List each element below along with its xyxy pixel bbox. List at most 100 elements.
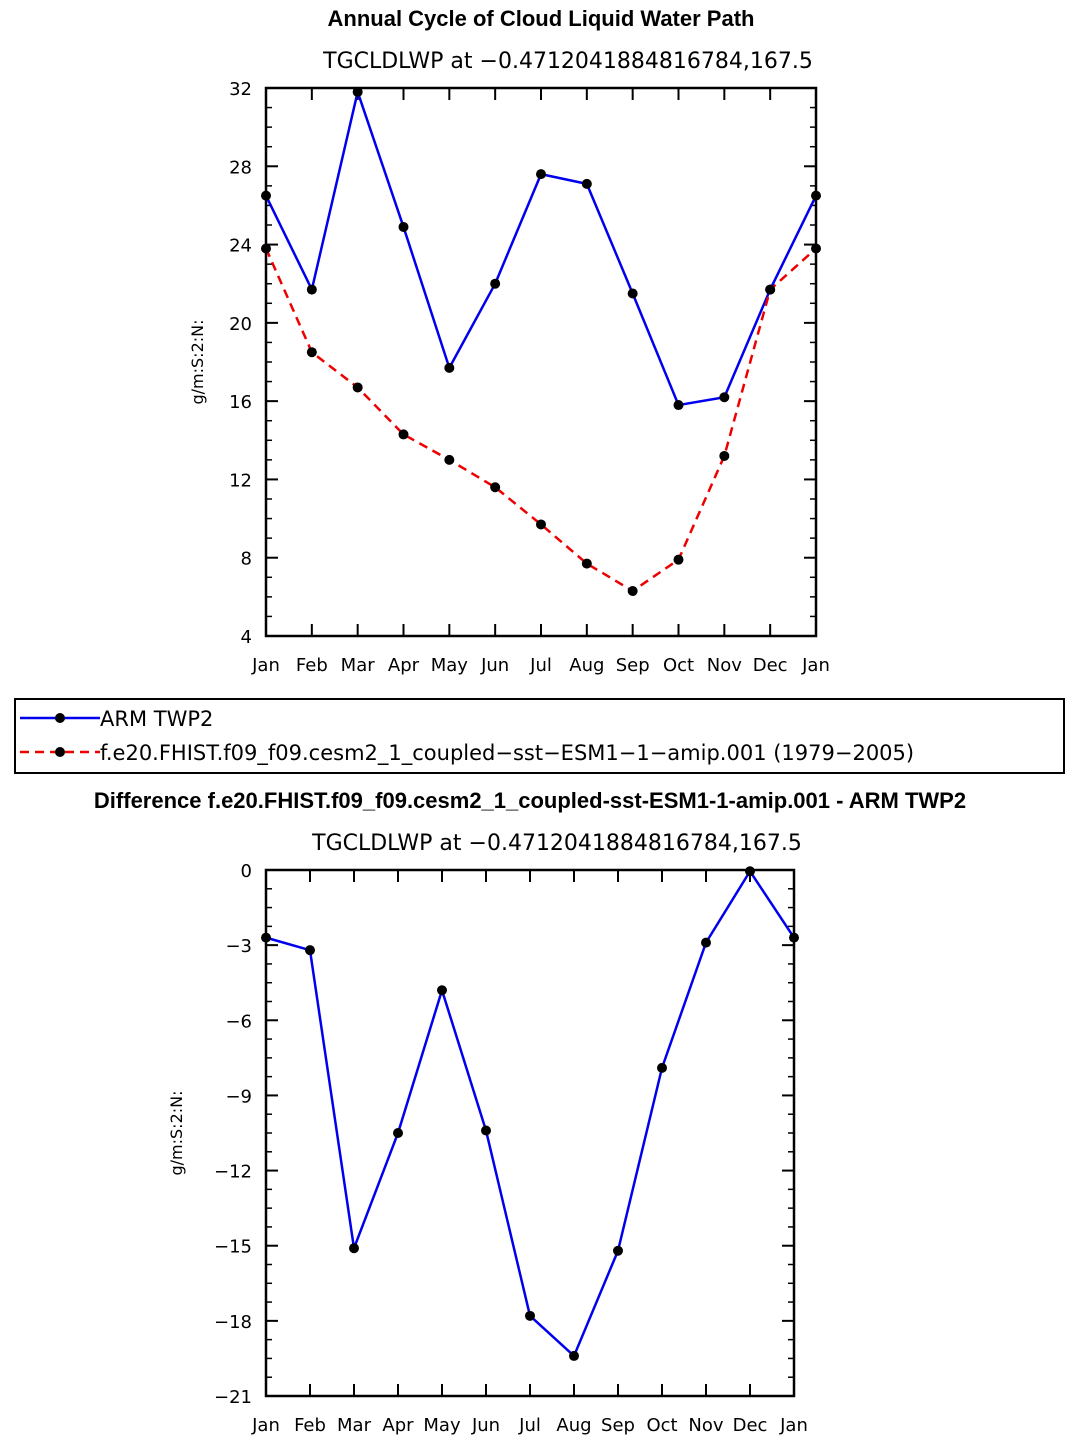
y-tick-label: −18 xyxy=(214,1312,252,1333)
x-tick-label: Jul xyxy=(529,655,552,676)
data-point-series-1 xyxy=(437,985,447,996)
x-tick-label: Nov xyxy=(707,655,742,676)
y-tick-label: −6 xyxy=(225,1011,252,1032)
y-tick-label: −21 xyxy=(214,1387,252,1408)
legend-marker-arm xyxy=(55,713,65,723)
data-point-series-2 xyxy=(765,284,776,295)
data-point-series-1 xyxy=(490,278,501,289)
x-tick-label: May xyxy=(423,1415,461,1436)
data-point-series-1 xyxy=(261,190,271,201)
x-tick-label: Jan xyxy=(251,1415,280,1436)
data-point-series-2 xyxy=(581,558,592,569)
data-point-series-1 xyxy=(789,932,799,943)
chart1-ylabel: g/m:S:2:N: xyxy=(188,320,207,405)
y-tick-label: −12 xyxy=(214,1162,252,1183)
chart1-axes: Jan Feb Mar Apr May Jun Jul Aug Sep Oct Nov Dec Jan 3… xyxy=(229,79,830,676)
data-point-series-1 xyxy=(525,1310,535,1321)
x-tick-label: Dec xyxy=(753,655,788,676)
data-point-series-1 xyxy=(581,178,592,189)
x-tick-label: Jan xyxy=(801,655,830,676)
data-point-series-1 xyxy=(719,392,730,403)
x-tick-label: Mar xyxy=(337,1415,372,1436)
data-point-series-1 xyxy=(613,1245,623,1256)
x-tick-label: Jun xyxy=(480,655,509,676)
chart2-title: Difference f.e20.FHIST.f09_f09.cesm2_1_c… xyxy=(94,788,966,813)
data-point-series-1 xyxy=(481,1125,491,1136)
x-tick-label: Sep xyxy=(601,1415,635,1436)
x-tick-label: Jul xyxy=(518,1415,541,1436)
x-tick-label: Feb xyxy=(294,1415,326,1436)
chart2-series-layer xyxy=(261,866,799,1361)
x-tick-label: Apr xyxy=(388,655,420,676)
x-tick-label: Jan xyxy=(251,655,280,676)
data-point-series-2 xyxy=(673,554,684,565)
y-tick-label: 20 xyxy=(229,314,252,335)
data-point-series-1 xyxy=(745,866,755,877)
annual-cycle-chart: Annual Cycle of Cloud Liquid Water Path … xyxy=(188,6,830,676)
x-tick-label: Jun xyxy=(471,1415,500,1436)
y-tick-label: 16 xyxy=(229,392,252,413)
data-point-series-1 xyxy=(569,1350,579,1361)
y-tick-label: 0 xyxy=(241,861,252,882)
data-point-series-2 xyxy=(261,243,271,254)
data-point-series-1 xyxy=(657,1062,667,1073)
x-tick-label: Apr xyxy=(382,1415,414,1436)
y-tick-label: −15 xyxy=(214,1237,252,1258)
chart1-series-layer xyxy=(261,86,821,596)
data-point-series-1 xyxy=(352,86,363,97)
chart1-subtitle: TGCLDLWP at −0.4712041884816784,167.5 xyxy=(322,49,813,74)
data-point-series-1 xyxy=(349,1243,359,1254)
data-point-series-1 xyxy=(398,221,409,232)
x-tick-label: Feb xyxy=(296,655,328,676)
data-point-series-2 xyxy=(536,519,546,530)
y-tick-label: 4 xyxy=(241,627,252,648)
legend-entry-arm: ARM TWP2 xyxy=(100,707,213,731)
data-point-series-2 xyxy=(490,482,501,493)
legend: ARM TWP2 f.e20.FHIST.f09_f09.cesm2_1_cou… xyxy=(14,698,1065,774)
legend-entry-model: f.e20.FHIST.f09_f09.cesm2_1_coupled−sst−… xyxy=(100,741,914,766)
y-tick-label: 24 xyxy=(229,236,252,257)
chart2-subtitle: TGCLDLWP at −0.4712041884816784,167.5 xyxy=(311,831,802,856)
legend-marker-model xyxy=(55,747,65,757)
data-point-series-1 xyxy=(536,169,546,180)
y-tick-label: 8 xyxy=(241,549,252,570)
legend-box xyxy=(14,698,1065,774)
y-tick-label: 12 xyxy=(229,470,252,491)
difference-chart: Difference f.e20.FHIST.f09_f09.cesm2_1_c… xyxy=(94,788,966,1436)
x-tick-label: Nov xyxy=(688,1415,723,1436)
data-point-series-2 xyxy=(719,450,730,461)
chart1-title: Annual Cycle of Cloud Liquid Water Path xyxy=(328,6,755,31)
x-tick-label: Oct xyxy=(646,1415,677,1436)
x-tick-label: Mar xyxy=(341,655,376,676)
y-tick-label: −3 xyxy=(225,936,252,957)
data-point-series-2 xyxy=(398,429,409,440)
data-point-series-2 xyxy=(811,243,821,254)
chart2-axes: Jan Feb Mar Apr May Jun Jul Aug Sep Oct Nov Dec Jan 0… xyxy=(214,861,808,1436)
x-tick-label: Aug xyxy=(556,1415,591,1436)
data-point-series-1 xyxy=(673,400,684,411)
y-tick-label: −9 xyxy=(225,1086,252,1107)
data-point-series-1 xyxy=(305,945,315,956)
x-tick-label: Dec xyxy=(733,1415,768,1436)
data-point-series-1 xyxy=(811,190,821,201)
data-point-series-2 xyxy=(352,382,363,393)
data-point-series-1 xyxy=(261,932,271,943)
chart2-ylabel: g/m:S:2:N: xyxy=(167,1091,186,1176)
x-tick-label: Jan xyxy=(779,1415,808,1436)
series-line-1 xyxy=(265,870,796,1358)
data-point-series-1 xyxy=(627,288,638,299)
data-point-series-1 xyxy=(444,362,455,373)
x-tick-label: Aug xyxy=(569,655,604,676)
data-point-series-2 xyxy=(627,585,638,596)
x-tick-label: Sep xyxy=(616,655,650,676)
data-point-series-1 xyxy=(306,284,317,295)
data-point-series-2 xyxy=(444,454,455,465)
series-line-1 xyxy=(264,90,818,407)
series-line-2 xyxy=(264,247,817,593)
x-tick-label: Oct xyxy=(663,655,694,676)
data-point-series-1 xyxy=(701,937,711,948)
y-tick-label: 28 xyxy=(229,157,252,178)
data-point-series-2 xyxy=(306,347,317,358)
data-point-series-1 xyxy=(393,1128,403,1138)
